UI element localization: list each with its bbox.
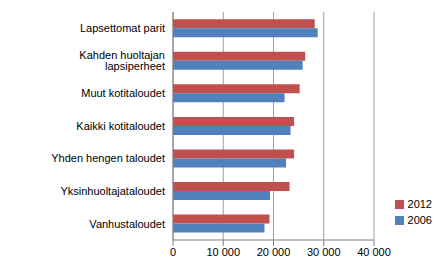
svg-text:0: 0	[170, 246, 176, 258]
svg-text:30 000: 30 000	[307, 246, 341, 258]
svg-text:Vanhustaloudet: Vanhustaloudet	[89, 218, 165, 230]
svg-text:40 000: 40 000	[357, 246, 391, 258]
svg-text:20 000: 20 000	[257, 246, 291, 258]
svg-text:Lapsettomat parit: Lapsettomat parit	[80, 22, 165, 34]
html-text:2006: 2006	[407, 214, 432, 226]
svg-text:Yhden hengen taloudet: Yhden hengen taloudet	[51, 152, 165, 164]
svg-text:Muut kotitaloudet: Muut kotitaloudet	[81, 87, 165, 99]
svg-text:Kaikki kotitaloudet: Kaikki kotitaloudet	[76, 120, 165, 132]
html-text:2012: 2012	[407, 198, 432, 210]
svg-text:Yksinhuoltajataloudet: Yksinhuoltajataloudet	[60, 185, 165, 197]
svg-text:Kahden huoltajanlapsiperheet: Kahden huoltajanlapsiperheet	[79, 49, 165, 72]
svg-text:10 000: 10 000	[206, 246, 240, 258]
